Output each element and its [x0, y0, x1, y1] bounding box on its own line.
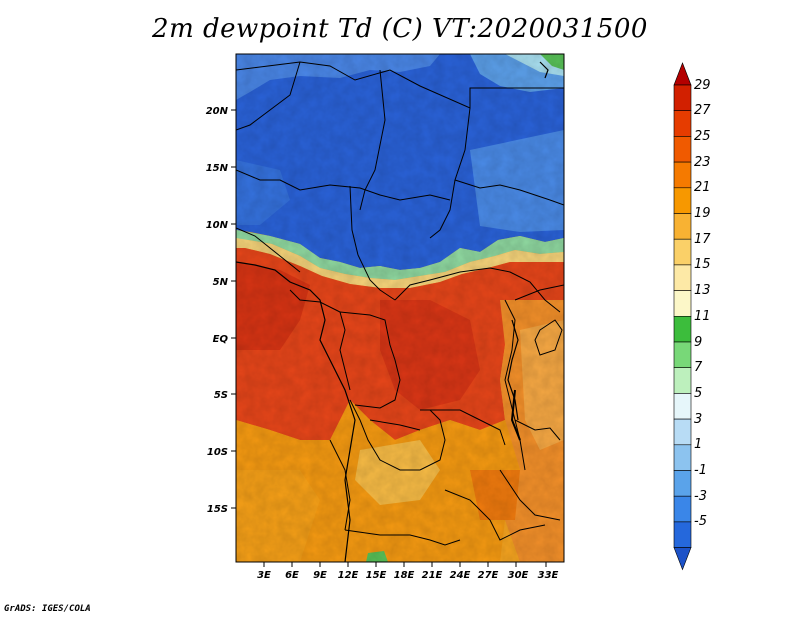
colorbar	[673, 62, 692, 571]
lon-label: 9E	[313, 570, 327, 581]
map-frame	[235, 53, 565, 563]
colorbar-label: 19	[694, 206, 711, 221]
colorbar-segment	[673, 315, 692, 343]
lon-label: 6E	[285, 570, 299, 581]
lat-label: 10N	[206, 220, 229, 231]
colorbar-label: 23	[694, 154, 711, 170]
lon-label: 27E	[478, 570, 499, 581]
colorbar-segment	[673, 187, 692, 214]
colorbar-segment	[673, 393, 692, 420]
lon-label: 15E	[366, 570, 387, 581]
lat-ticks	[231, 109, 236, 509]
colorbar-segment	[673, 367, 692, 394]
colorbar-label: 9	[694, 334, 703, 350]
colorbar-segment	[673, 136, 692, 163]
colorbar-segment	[673, 290, 692, 317]
colorbar-segment	[673, 161, 692, 189]
lat-label: 15S	[207, 504, 228, 515]
lat-label: EQ	[213, 334, 229, 345]
colorbar-segment	[673, 238, 692, 266]
lon-label: 18E	[394, 570, 415, 581]
map-title: 2m dewpoint Td (C) VT:2020031500	[152, 14, 648, 44]
colorbar-label: -3	[694, 488, 707, 504]
colorbar-segment	[673, 62, 692, 86]
lon-label: 12E	[338, 570, 359, 581]
colorbar-segment	[673, 264, 692, 291]
grads-credit: GrADS: IGES/COLA	[4, 604, 91, 614]
colorbar-segment	[673, 84, 692, 112]
lon-label: 30E	[508, 570, 529, 581]
lat-label: 5N	[213, 277, 229, 288]
colorbar-label: 15	[694, 257, 711, 273]
colorbar-segment	[673, 547, 692, 571]
dewpoint-field	[236, 54, 564, 562]
lat-label: 15N	[206, 163, 229, 174]
colorbar-label: 13	[694, 283, 711, 299]
lon-label: 33E	[538, 570, 559, 581]
colorbar-label: -1	[694, 463, 707, 478]
colorbar-segment	[673, 444, 692, 471]
colorbar-segment	[673, 110, 692, 137]
lon-label: 24E	[450, 570, 471, 581]
colorbar-label: 17	[694, 231, 711, 247]
colorbar-segment	[673, 470, 692, 497]
colorbar-segment	[673, 341, 692, 369]
country-borders	[236, 61, 564, 546]
colorbar-label: -5	[694, 514, 707, 530]
colorbar-label: 21	[694, 180, 711, 196]
colorbar-label: 25	[694, 128, 711, 144]
lon-label: 21E	[422, 570, 443, 581]
colorbar-label: 1	[694, 437, 703, 453]
lat-label: 10S	[207, 447, 228, 458]
lat-label: 5S	[214, 390, 228, 401]
colorbar-label: 7	[694, 360, 703, 376]
lon-ticks	[263, 562, 547, 567]
colorbar-label: 3	[694, 411, 703, 427]
colorbar-label: 5	[694, 385, 703, 401]
colorbar-segment	[673, 495, 692, 523]
lon-label: 3E	[257, 570, 271, 581]
colorbar-segment	[673, 213, 692, 240]
colorbar-label: 11	[694, 308, 711, 324]
colorbar-label: 29	[694, 77, 711, 93]
coastline	[236, 61, 549, 562]
lat-label: 20N	[206, 106, 229, 117]
colorbar-segment	[673, 418, 692, 446]
colorbar-segment	[673, 521, 692, 548]
colorbar-label: 27	[694, 103, 711, 119]
